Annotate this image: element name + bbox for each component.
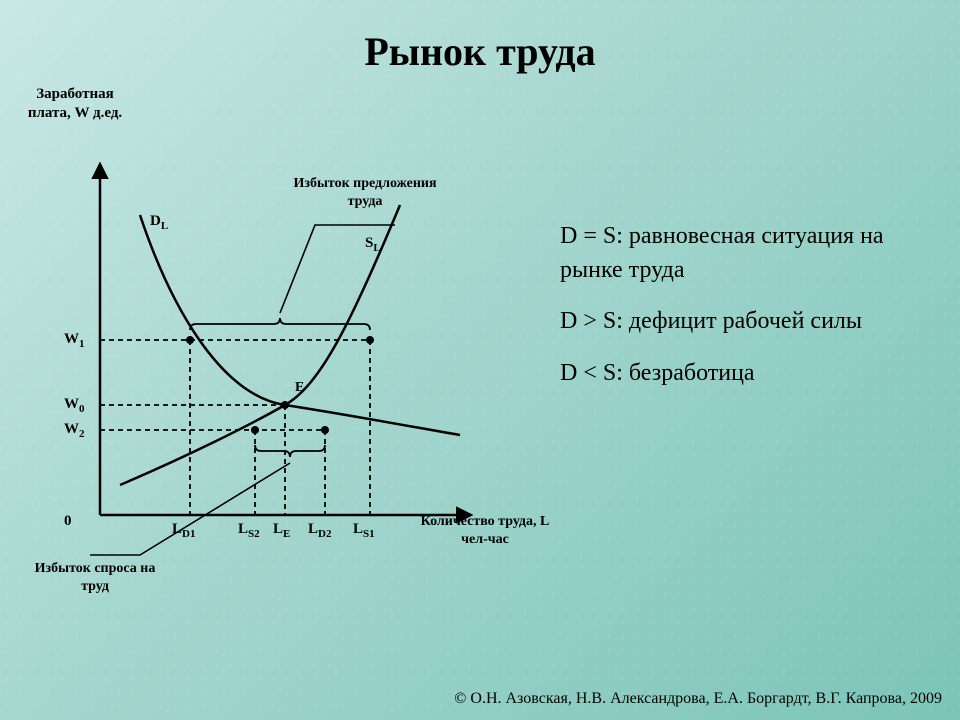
page-title: Рынок труда xyxy=(0,28,960,75)
equilibrium-label: E xyxy=(295,380,304,396)
x-label-ld2: LD2 xyxy=(308,521,331,540)
text-deficit: D > S: дефицит рабочей силы xyxy=(560,305,930,339)
y-label-w2: W2 xyxy=(64,421,85,440)
y-label-w1: W1 xyxy=(64,331,85,350)
supply-curve-label: SL xyxy=(365,235,381,254)
x-label-ls2: LS2 xyxy=(238,521,260,540)
y-label-w0: W0 xyxy=(64,396,85,415)
surplus-demand-label: Избыток спроса на труд xyxy=(30,560,160,595)
x-label-ls1: LS1 xyxy=(353,521,375,540)
x-label-ld1: LD1 xyxy=(172,521,195,540)
text-unemployment: D < S: безработица xyxy=(560,357,930,391)
credit-line: © О.Н. Азовская, Н.В. Александрова, Е.А.… xyxy=(454,690,942,708)
surplus-supply-label: Избыток предложения труда xyxy=(275,175,455,210)
text-equilibrium: D = S: равновесная ситуация на рынке тру… xyxy=(560,220,930,287)
chart: Заработная плата, W д.ед. Избыток предло… xyxy=(20,85,540,605)
x-axis-title: Количество труда, L чел-час xyxy=(410,513,560,549)
demand-curve-label: DL xyxy=(150,213,168,232)
y-axis-title: Заработная плата, W д.ед. xyxy=(20,85,130,123)
origin-label: 0 xyxy=(64,513,72,530)
x-label-le: LE xyxy=(273,521,290,540)
explanation-text: D = S: равновесная ситуация на рынке тру… xyxy=(560,220,930,408)
